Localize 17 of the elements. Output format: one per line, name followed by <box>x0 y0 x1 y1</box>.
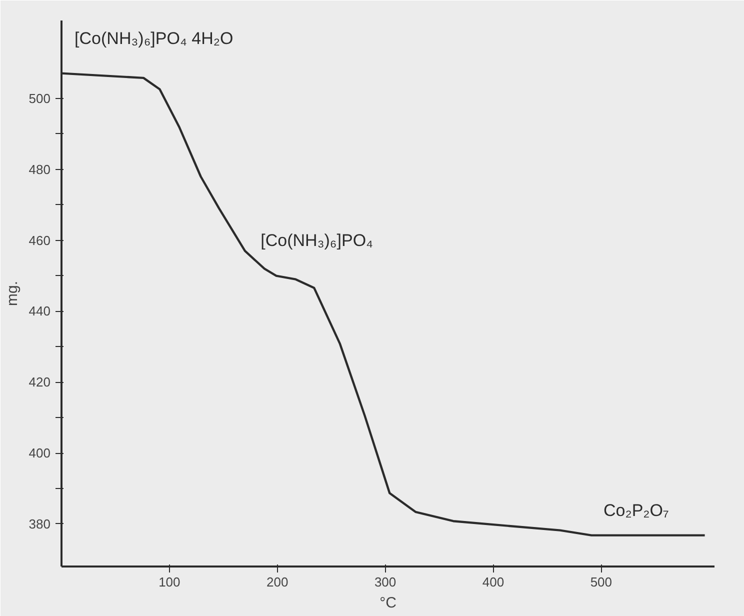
x-tick-label: 500 <box>590 574 612 590</box>
y-tick-label: 480 <box>28 162 51 177</box>
y-axis-title: mg. <box>4 280 21 306</box>
y-tick-label: 420 <box>28 374 51 390</box>
x-tick-label: 300 <box>374 574 396 590</box>
y-tick-label: 380 <box>28 516 51 532</box>
y-tick-label: 500 <box>28 91 51 106</box>
y-tick-label: 440 <box>28 304 51 319</box>
x-tick-label: 200 <box>266 574 288 590</box>
y-tick-label: 400 <box>28 446 51 461</box>
x-axis-title: °C <box>380 594 397 612</box>
x-tick-label: 400 <box>482 574 504 590</box>
annotation: Co₂P₂O₇ <box>603 501 669 520</box>
y-tick-label: 460 <box>28 232 51 248</box>
x-tick-label: 100 <box>158 574 180 590</box>
annotation: [Co(NH₃)₆]PO₄ <box>260 230 374 250</box>
annotation: [Co(NH₃)₆]PO₄ 4H₂O <box>74 28 234 48</box>
